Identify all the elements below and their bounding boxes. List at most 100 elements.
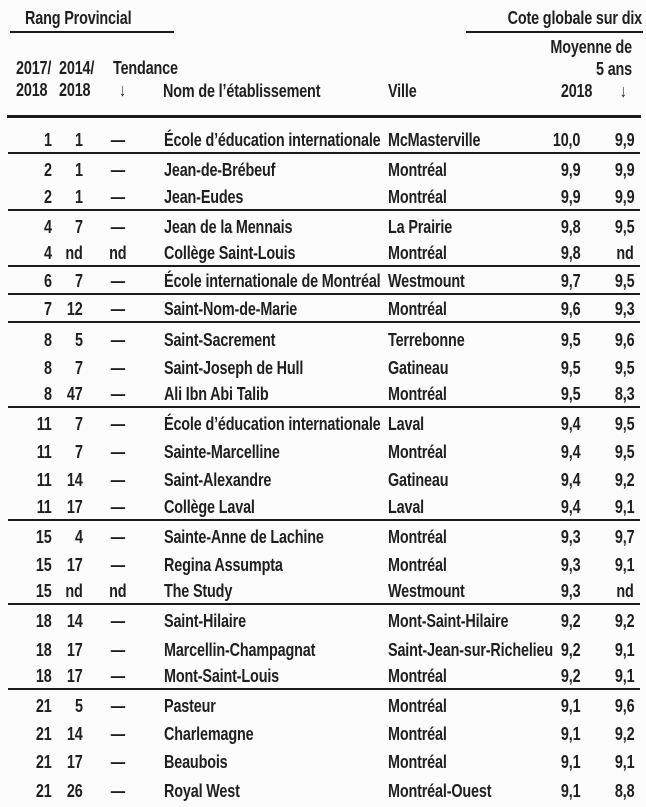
rank-2014-2018-cell: 1 [75,186,83,207]
avg-5yr-cell: 9,9 [614,160,634,181]
school-name-cell: Jean de la Mennais [164,216,293,237]
rank-2014-2018-cell: 17 [67,496,83,517]
rank-2014-2018-cell: nd [65,581,83,602]
table-row: 21 14 — Charlemagne Montréal 9,1 9,2 [8,718,640,746]
table-row: 18 17 — Marcellin-Champagnat Saint-Jean-… [8,633,640,661]
table-row: 8 47 — Ali Ibn Abi Talib Montréal 9,5 8,… [8,380,640,408]
score-2018-cell: 9,7 [560,271,580,292]
tendance-cell: — [110,470,126,491]
score-2018-cell: 9,4 [560,496,580,517]
avg-5yr-cell: 9,1 [614,665,634,686]
tendance-cell: — [110,724,126,745]
column-header-2018: 2018 [560,81,593,101]
cote-globale-label: Cote globale sur dix [507,8,643,28]
avg-5yr-cell: 9,9 [614,130,634,151]
score-2018-cell: 9,3 [560,581,580,602]
column-header-rank-2014-2018: 2014/ 2018 [59,58,95,100]
avg-5yr-cell: 9,6 [614,695,634,716]
school-name-cell: Saint-Nom-de-Marie [164,299,298,320]
table-row: 1 1 — École d’éducation internationale M… [8,126,640,155]
city-cell: Montréal-Ouest [388,780,492,801]
tendance-cell: — [110,160,126,181]
avg-5yr-cell: 9,5 [614,414,634,435]
city-cell: Terrebonne [388,329,465,350]
score-2018-cell: 9,3 [560,526,580,547]
column-header-ville: Ville [388,81,417,101]
school-name-cell: The Study [164,581,233,602]
score-2018-cell: 9,8 [560,216,580,237]
avg-5yr-cell: 9,1 [614,496,634,517]
rank-2014-2018-cell: 4 [75,526,83,547]
tendance-cell: — [110,611,126,632]
moyenne-de-label: Moyenne de [550,37,632,57]
school-name-cell: Marcellin-Champagnat [164,639,316,660]
score-2018-cell: 9,9 [560,160,580,181]
city-cell: Westmount [388,581,465,602]
rank-2017-2018-cell: 21 [36,780,52,801]
table-row: 15 4 — Sainte-Anne de Lachine Montréal 9… [8,521,640,549]
table-row: 11 7 — Sainte-Marcelline Montréal 9,4 9,… [8,436,640,464]
school-name-cell: Jean-de-Brébeuf [164,160,276,181]
school-name-cell: Charlemagne [164,724,254,745]
school-name-cell: Saint-Joseph de Hull [164,357,304,378]
city-cell: Montréal [388,555,447,575]
rank-2014-2018-cell: 7 [75,414,83,435]
city-cell: Gatineau [388,357,449,378]
rank-2017-2018-cell: 11 [37,442,52,463]
school-name-cell: Pasteur [164,695,216,716]
avg-5yr-cell: 9,2 [614,470,634,491]
table-row: 7 12 — Saint-Nom-de-Marie Montréal 9,6 9… [8,295,640,324]
score-2018-cell: 9,6 [560,299,580,320]
rank-2014-2018-cell: 1 [75,160,83,181]
table-row: 11 7 — École d’éducation internationale … [8,408,640,436]
rank-2014-2018-cell: 14 [67,470,83,491]
score-2018-cell: 9,1 [560,752,580,773]
city-cell: Gatineau [388,470,449,491]
avg-5yr-cell: 9,5 [614,216,634,237]
school-name-cell: Saint-Hilaire [164,611,246,632]
tendance-cell: — [110,555,126,575]
table-row: 21 17 — Beaubois Montréal 9,1 9,1 [8,746,640,774]
score-2018-cell: 9,3 [560,555,580,575]
rank-2014-2018-cell: nd [65,242,83,263]
rank-2017-2018-cell: 21 [36,695,52,716]
score-2018-cell: 9,1 [560,695,580,716]
avg-5yr-cell: 8,8 [614,780,634,801]
city-cell: Montréal [388,383,447,404]
tendance-cell: — [110,216,126,237]
column-header-rank-2017-2018: 2017/ 2018 [16,58,52,100]
rank-2014-2018-cell: 7 [75,357,83,378]
rank-2017-2018-cell: 8 [44,329,52,350]
avg-5yr-cell: 9,5 [614,357,634,378]
table-row: 11 17 — Collège Laval Laval 9,4 9,1 [8,492,640,521]
avg-5yr-cell: 9,2 [614,724,634,745]
tendance-cell: — [110,271,126,292]
city-cell: Montréal [388,442,447,463]
rank-2017-2018-cell: 2 [44,186,52,207]
rank-2017-2018-cell: 15 [36,526,52,547]
score-2018-cell: 9,5 [560,357,580,378]
tendance-cell: — [110,414,126,435]
rank-2017-2018-cell: 11 [37,414,52,435]
table-row: 21 26 — Royal West Montréal-Ouest 9,1 8,… [8,774,640,802]
school-name-cell: Sainte-Marcelline [164,442,280,463]
score-2018-cell: 9,1 [560,780,580,801]
city-cell: Laval [388,414,425,435]
school-name-cell: Mont-Saint-Louis [164,665,280,686]
score-2018-cell: 9,4 [560,414,580,435]
city-cell: La Prairie [388,216,453,237]
cinq-ans-label: 5 ans [595,59,632,79]
city-cell: Westmount [388,271,465,292]
score-2018-cell: 9,2 [560,639,580,660]
avg-5yr-cell: 8,3 [614,383,634,404]
header-divider-line [7,115,641,118]
city-cell: Montréal [388,665,447,686]
rank-2017-2018-cell: 21 [36,724,52,745]
city-cell: Montréal [388,242,447,263]
tendance-cell: — [110,496,126,517]
school-name-cell: École internationale de Montréal [164,271,381,292]
table-header: Rang Provincial Cote globale sur dix Moy… [0,0,646,118]
rank-2017-2018-cell: 6 [44,271,52,292]
score-2018-cell: 9,2 [560,665,580,686]
